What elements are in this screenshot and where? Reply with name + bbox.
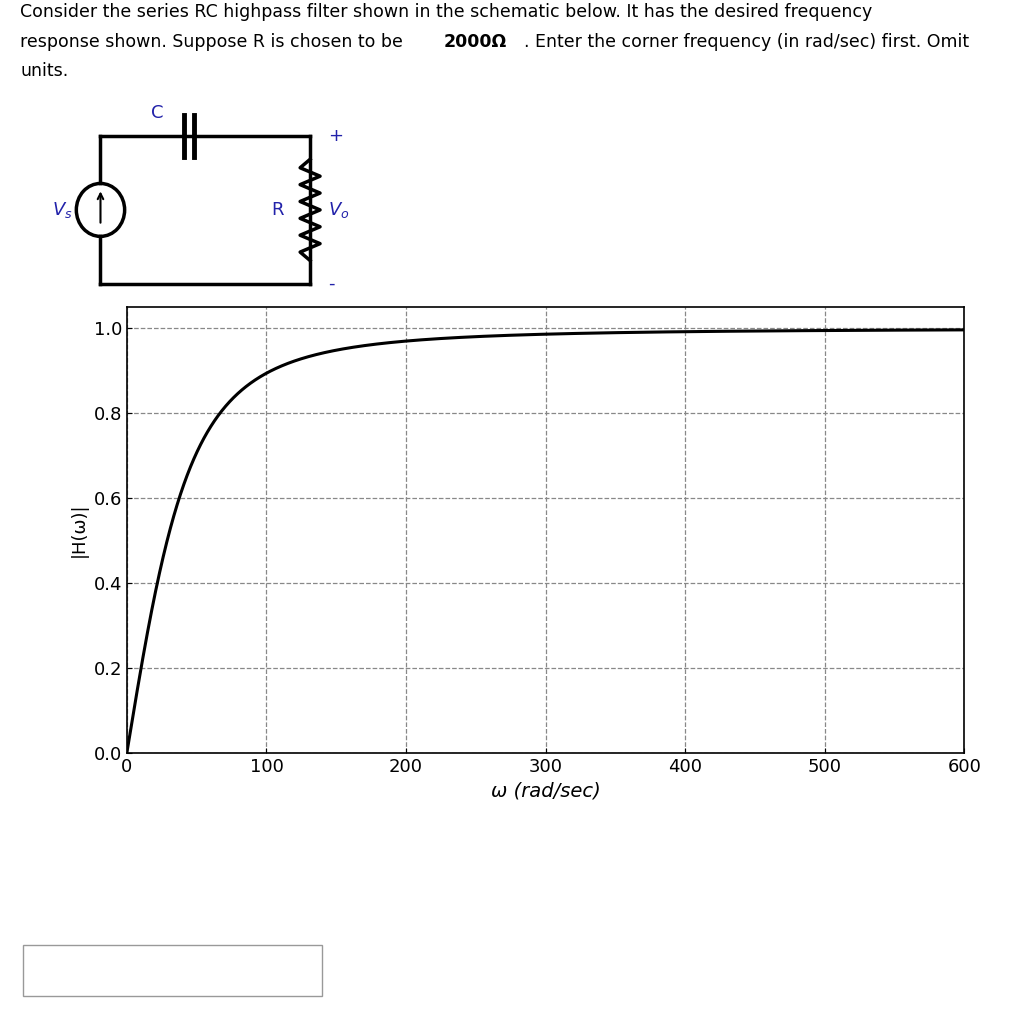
- Text: . Enter the corner frequency (in rad/sec) first. Omit: . Enter the corner frequency (in rad/sec…: [524, 33, 969, 51]
- Text: +: +: [328, 127, 343, 145]
- Text: $V_o$: $V_o$: [328, 200, 349, 220]
- Text: response shown. Suppose R is chosen to be: response shown. Suppose R is chosen to b…: [20, 33, 409, 51]
- Text: R: R: [271, 201, 283, 219]
- Text: -: -: [328, 274, 334, 293]
- Text: 2000Ω: 2000Ω: [444, 33, 506, 51]
- X-axis label: ω (rad/sec): ω (rad/sec): [490, 781, 601, 800]
- Text: Consider the series RC highpass filter shown in the schematic below. It has the : Consider the series RC highpass filter s…: [20, 3, 873, 22]
- FancyBboxPatch shape: [23, 945, 322, 995]
- Y-axis label: |H(ω)|: |H(ω)|: [70, 503, 88, 557]
- Text: $V_s$: $V_s$: [52, 200, 73, 220]
- Text: C: C: [151, 104, 163, 123]
- Text: units.: units.: [20, 62, 69, 81]
